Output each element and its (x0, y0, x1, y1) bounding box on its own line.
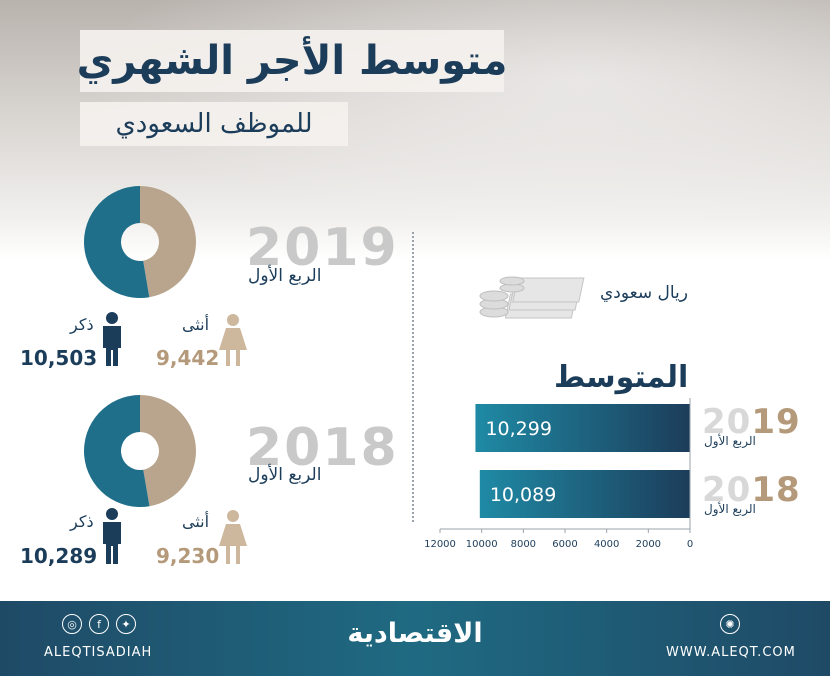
female-icon (219, 314, 247, 366)
male-label-2018: ذكر (70, 512, 94, 531)
bar-year-prefix: 20 (702, 402, 752, 442)
x-tick-label: 10000 (466, 539, 498, 550)
subtitle-box: للموظف السعودي (80, 102, 348, 146)
donut-slice-male (84, 186, 150, 298)
female-value-2018: 9,230 (156, 544, 220, 568)
quarter-label-2019: الربع الأول (248, 266, 322, 286)
instagram-icon[interactable]: ◎ (62, 614, 82, 634)
female-label-2019: أنثى (182, 315, 210, 334)
donut-slice-female (140, 395, 196, 507)
twitter-icon[interactable]: ✦ (116, 614, 136, 634)
x-tick-label: 6000 (552, 539, 577, 550)
male-label-2019: ذكر (70, 315, 94, 334)
currency-label: ريال سعودي (600, 283, 688, 303)
x-tick-label: 2000 (636, 539, 661, 550)
average-bar-chart: 10,299 10,089 12000 10000 8000 6000 4000 2000 0 (424, 398, 693, 550)
bar-value-label: 10,299 (485, 418, 551, 440)
quarter-label-2018: الربع الأول (248, 465, 322, 485)
year-label-2018: 2018 (246, 418, 399, 478)
bar-quarter-label-2019: الربع الأول (704, 434, 756, 448)
x-tick-label: 8000 (511, 539, 536, 550)
average-title: المتوسط (554, 360, 689, 395)
brand-logo: الاقتصادية (347, 618, 483, 649)
money-stack-coins-icon (479, 276, 585, 319)
x-tick-label: 12000 (424, 539, 456, 550)
female-icon (219, 510, 247, 564)
male-icon (103, 312, 121, 366)
donut-chart-2018 (83, 395, 196, 507)
page-title: متوسط الأجر الشهري (76, 38, 508, 84)
bar-year-suffix: 18 (751, 470, 801, 510)
male-value-2018: 10,289 (20, 544, 98, 568)
bar-year-label-2018: 2018 (702, 470, 801, 510)
panel-divider (412, 232, 414, 522)
bar-2018 (479, 470, 690, 518)
x-tick-label: 0 (687, 539, 693, 550)
page-subtitle: للموظف السعودي (115, 109, 313, 139)
bar-year-label-2019: 2019 (702, 402, 801, 442)
female-value-2019: 9,442 (156, 346, 220, 370)
male-value-2019: 10,503 (20, 346, 98, 370)
footer-website[interactable]: WWW.ALEQT.COM (666, 645, 796, 660)
bar-year-suffix: 19 (751, 402, 801, 442)
footer-handle[interactable]: ALEQTISADIAH (44, 645, 153, 660)
facebook-icon[interactable]: f (89, 614, 109, 634)
donut-slice-male (83, 395, 150, 507)
bar-year-prefix: 20 (702, 470, 752, 510)
bar-quarter-label-2018: الربع الأول (704, 502, 756, 516)
female-label-2018: أنثى (182, 512, 210, 531)
male-icon (103, 508, 121, 564)
bar-2019 (475, 404, 690, 452)
donut-slice-female (140, 186, 196, 298)
title-box: متوسط الأجر الشهري (77, 30, 507, 92)
bar-value-label: 10,089 (490, 484, 556, 506)
footer-bar (0, 601, 830, 676)
x-tick-label: 4000 (594, 539, 619, 550)
year-label-2019: 2019 (246, 218, 399, 278)
globe-icon[interactable]: ✺ (720, 614, 740, 634)
donut-chart-2019 (84, 186, 196, 298)
